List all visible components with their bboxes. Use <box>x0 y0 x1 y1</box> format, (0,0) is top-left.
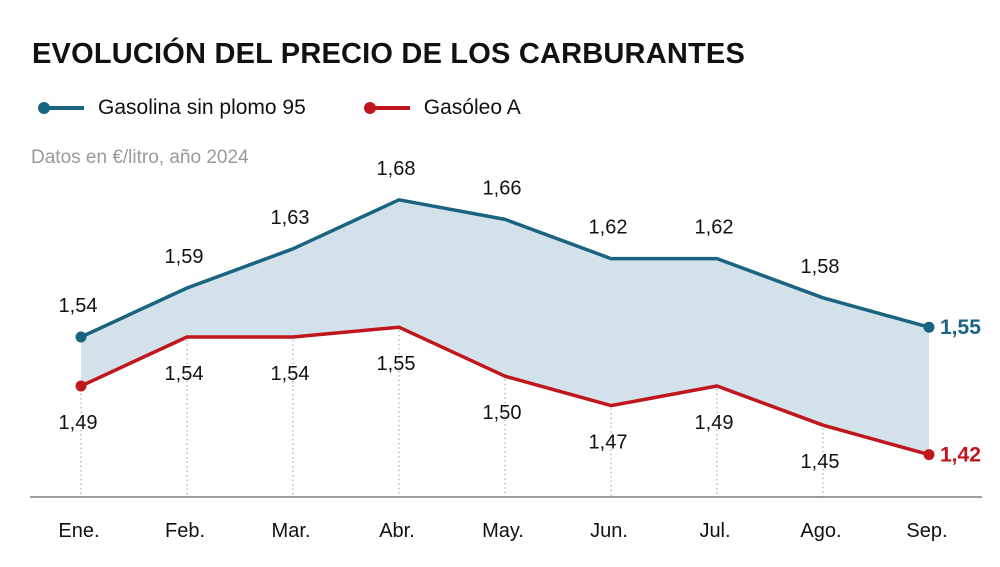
marker-gasolina <box>923 321 935 333</box>
chart-title: EVOLUCIÓN DEL PRECIO DE LOS CARBURANTES <box>32 38 745 70</box>
x-tick-label: Sep. <box>906 520 947 542</box>
legend: Gasolina sin plomo 95 Gasóleo A <box>38 96 581 120</box>
line-gasolina <box>79 198 931 339</box>
x-tick-label: Ago. <box>800 520 841 542</box>
data-label-gasolina: 1,62 <box>589 217 628 239</box>
x-tick-label: Abr. <box>379 520 415 542</box>
data-label-gasolina: 1,63 <box>271 207 310 229</box>
data-label-gasoleo: 1,54 <box>271 363 310 385</box>
data-label-gasolina: 1,55 <box>940 316 981 339</box>
data-label-gasoleo: 1,49 <box>695 412 734 434</box>
x-tick-label: Ene. <box>58 520 99 542</box>
data-label-gasoleo: 1,55 <box>377 353 416 375</box>
marker-gasoleo <box>75 380 87 392</box>
legend-label-gasoleo: Gasóleo A <box>423 96 521 119</box>
data-label-gasolina: 1,54 <box>59 295 98 317</box>
data-label-gasolina: 1,59 <box>165 246 204 268</box>
marker-gasoleo <box>923 449 935 461</box>
chart-subtitle: Datos en €/litro, año 2024 <box>31 147 249 168</box>
data-label-gasoleo: 1,49 <box>59 412 98 434</box>
data-label-gasoleo: 1,42 <box>940 444 981 467</box>
x-tick-label: Jul. <box>699 520 730 542</box>
data-label-gasolina: 1,58 <box>801 256 840 278</box>
x-tick-label: Mar. <box>272 520 311 542</box>
legend-item-gasoleo: Gasóleo A <box>363 96 521 120</box>
data-label-gasoleo: 1,54 <box>165 363 204 385</box>
data-label-gasoleo: 1,45 <box>801 451 840 473</box>
line-gasoleo <box>79 325 931 457</box>
x-tick-label: Jun. <box>590 520 628 542</box>
x-tick-label: Feb. <box>165 520 205 542</box>
legend-swatch-gasolina <box>38 102 84 114</box>
data-label-gasolina: 1,62 <box>695 217 734 239</box>
area-band <box>81 199 929 455</box>
data-label-gasolina: 1,68 <box>377 158 416 180</box>
legend-label-gasolina: Gasolina sin plomo 95 <box>98 96 306 119</box>
legend-item-gasolina: Gasolina sin plomo 95 <box>38 96 306 120</box>
data-label-gasoleo: 1,50 <box>483 402 522 424</box>
marker-gasolina <box>75 331 87 343</box>
x-tick-label: May. <box>482 520 524 542</box>
legend-swatch-gasoleo <box>363 102 410 114</box>
data-label-gasoleo: 1,47 <box>589 432 628 454</box>
data-label-gasolina: 1,66 <box>483 177 522 199</box>
